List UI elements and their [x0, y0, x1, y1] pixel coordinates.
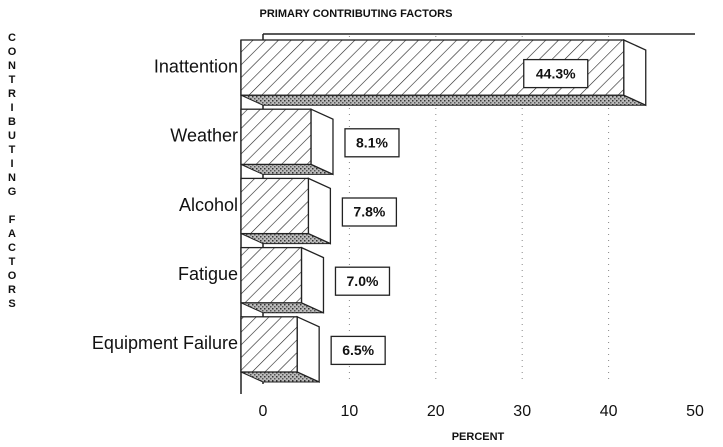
chart-title: PRIMARY CONTRIBUTING FACTORS: [260, 8, 453, 20]
bar-front: [240, 108, 312, 166]
x-tick-label: 10: [341, 403, 359, 420]
bar-front: [240, 316, 298, 373]
bar-front: [240, 177, 310, 235]
value-label-box: [330, 335, 386, 366]
bar-bottom: [240, 94, 646, 106]
x-tick-label: 50: [686, 403, 704, 420]
category-label: Alcohol: [179, 195, 238, 215]
value-label: 6.5%: [342, 342, 374, 358]
bar-side: [623, 38, 647, 107]
category-label: Weather: [170, 126, 238, 146]
value-label: 8.1%: [356, 135, 388, 151]
value-label: 7.0%: [347, 273, 379, 289]
x-axis-label: PERCENT: [452, 431, 505, 443]
bar: [240, 246, 325, 314]
value-label: 44.3%: [536, 65, 576, 81]
x-tick-label: 40: [600, 403, 618, 420]
bar: [240, 315, 320, 384]
value-label-box: [523, 58, 589, 89]
bar-side: [307, 177, 332, 245]
category-label: Equipment Failure: [92, 333, 238, 353]
value-label-box: [344, 128, 400, 158]
y-axis-label: CONTRIBUTING FACTORS: [6, 32, 18, 312]
bar: [240, 177, 332, 245]
x-tick-label: 30: [513, 403, 531, 420]
bar-side: [310, 108, 334, 176]
category-label: Fatigue: [178, 264, 238, 284]
value-label-box: [341, 197, 398, 227]
value-label: 7.8%: [353, 204, 385, 220]
x-tick-label: 0: [259, 403, 268, 420]
bar-side: [296, 315, 320, 384]
bar-side: [300, 246, 325, 314]
category-label: Inattention: [154, 56, 238, 76]
x-tick-label: 20: [427, 403, 445, 420]
value-label-box: [334, 266, 391, 296]
bar: [240, 108, 334, 176]
bar-front: [240, 246, 303, 304]
